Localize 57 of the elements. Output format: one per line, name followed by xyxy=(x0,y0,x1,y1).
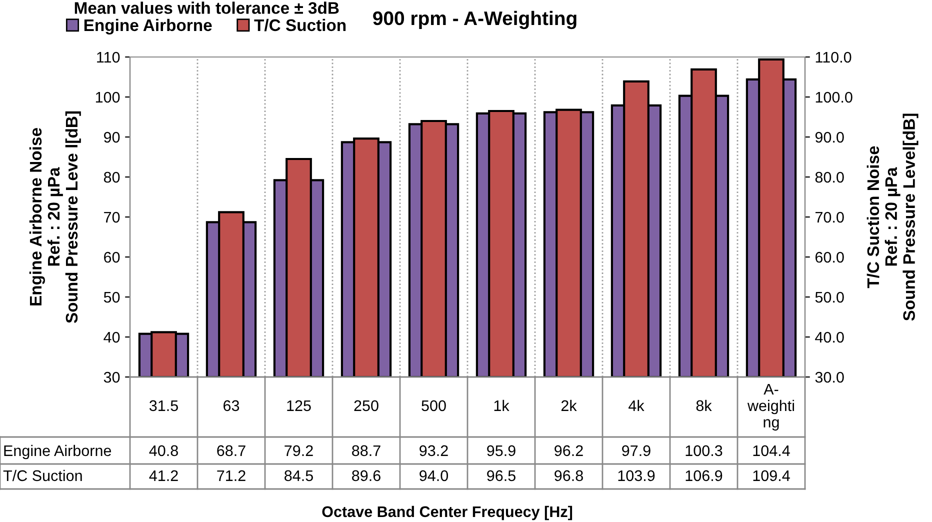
data-label: 89.6 xyxy=(352,470,380,482)
x-tick-label: 8k xyxy=(696,400,712,412)
data-label: 84.5 xyxy=(284,470,313,482)
y2-tick-label: 40.0 xyxy=(815,332,844,343)
y-tick-label: 70 xyxy=(104,212,120,223)
data-label: 95.9 xyxy=(487,445,516,456)
y2-axis-title: T/C Suction Noise Ref. : 20 µPa Sound Pressure Level[dB] xyxy=(866,114,918,321)
x-tick-label: 4k xyxy=(628,400,644,411)
text: T/C Suction xyxy=(3,470,82,482)
legend-label: T/C Suction xyxy=(254,18,346,32)
data-label: 94.0 xyxy=(420,470,448,482)
y2-tick-label: 80.0 xyxy=(815,172,844,183)
data-label: 93.2 xyxy=(420,445,448,456)
x-tick-label: 500 xyxy=(422,400,446,412)
data-label: 106.9 xyxy=(686,470,722,482)
data-label: 40.8 xyxy=(149,445,178,456)
y-tick-label: 80 xyxy=(104,172,120,183)
data-label: 109.4 xyxy=(753,470,790,482)
data-label: 97.9 xyxy=(622,445,650,456)
data-label: 41.2 xyxy=(149,470,178,481)
y-axis-title: Engine Airborne Noise Ref. : 20 µPa Sound Pressure Leve l[dB] xyxy=(29,111,81,324)
y2-tick-label: 50.0 xyxy=(815,292,844,303)
data-label: 96.8 xyxy=(554,470,583,482)
data-label: 79.2 xyxy=(284,445,313,456)
x-tick-label: 31.5 xyxy=(149,400,178,412)
data-label: 68.7 xyxy=(217,445,246,456)
y-tick-label: 90 xyxy=(104,132,120,143)
y-tick-label: 110 xyxy=(97,52,120,63)
y-tick-label: 60 xyxy=(104,252,120,263)
y-tick-label: 50 xyxy=(104,292,120,303)
data-label: 104.4 xyxy=(753,445,790,456)
x-tick-label: 250 xyxy=(354,400,378,412)
y-tick-label: 40 xyxy=(104,332,120,343)
x-tick-label: 2k xyxy=(561,400,577,411)
data-label: 103.9 xyxy=(618,470,655,482)
legend-title: Mean values with tolerance ± 3dB xyxy=(74,2,339,14)
y-tick-label: 100 xyxy=(96,92,120,103)
x-tick-label: 1k xyxy=(494,400,510,411)
data-label: 88.7 xyxy=(352,445,380,456)
legend-label: Engine Airborne xyxy=(84,18,212,34)
y-tick-label: 30 xyxy=(104,372,120,383)
y2-tick-label: 60.0 xyxy=(816,252,844,263)
y2-tick-label: 90.0 xyxy=(815,132,844,143)
y2-tick-label: 30.0 xyxy=(815,372,844,383)
chart-title: 900 rpm - A-Weighting xyxy=(373,10,576,30)
x-tick-label: 125 xyxy=(287,400,311,412)
data-label: 71.2 xyxy=(217,470,246,481)
text: Engine Airborne xyxy=(4,444,112,460)
y2-tick-label: 100.0 xyxy=(816,92,852,103)
data-label: 96.5 xyxy=(487,470,516,482)
data-label: 96.2 xyxy=(554,445,583,456)
y2-tick-label: 110.0 xyxy=(816,52,852,63)
x-tick-label: A- weighti ng xyxy=(747,384,794,431)
data-label: 100.3 xyxy=(686,445,722,456)
y2-tick-label: 70.0 xyxy=(816,212,844,223)
x-axis-title: Octave Band Center Frequecy [Hz] xyxy=(322,506,572,520)
x-tick-label: 63 xyxy=(224,400,240,412)
